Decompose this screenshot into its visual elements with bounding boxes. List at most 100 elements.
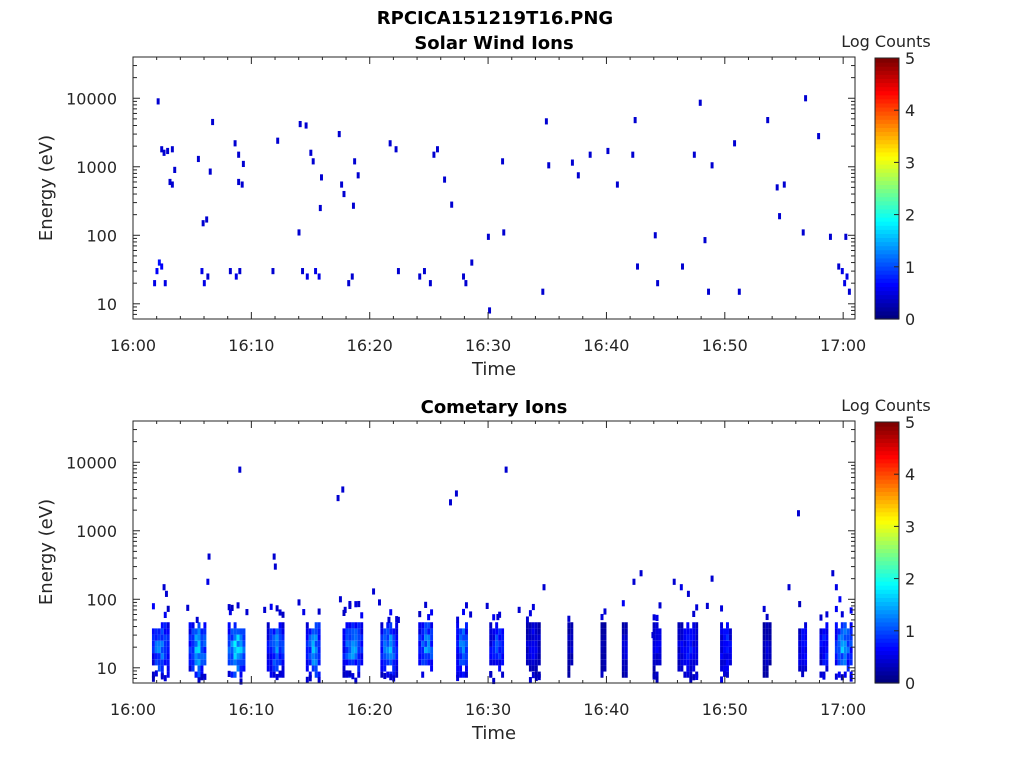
burst-cell: [600, 622, 604, 629]
y-tick-label: 1000: [76, 158, 117, 177]
burst-cell: [188, 665, 192, 672]
burst-cell: [360, 634, 364, 641]
colorbar-segment: [875, 499, 899, 505]
burst-cell: [342, 659, 346, 666]
colorbar-segment: [875, 487, 899, 492]
burst-cell: [380, 628, 384, 635]
data-cell: [837, 263, 841, 270]
burst-cell: [242, 653, 246, 660]
burst-cell: [525, 659, 529, 666]
burst-cell: [465, 634, 468, 641]
burst-cell: [392, 646, 396, 654]
burst-cell: [655, 628, 659, 635]
burst-cell: [389, 628, 393, 635]
burst-cell: [278, 646, 282, 654]
burst-cell: [534, 659, 538, 666]
data-cell: [504, 466, 508, 473]
burst-cell: [822, 628, 826, 635]
burst-cell: [459, 628, 463, 635]
colorbar-segment: [875, 172, 899, 177]
data-cell: [422, 268, 426, 275]
burst-cell: [430, 665, 434, 672]
data-cell: [470, 259, 474, 266]
data-cell: [703, 237, 707, 244]
burst-cell: [621, 640, 625, 647]
burst-cell: [354, 628, 358, 635]
data-cell: [502, 229, 506, 236]
burst-cell: [537, 653, 541, 660]
burst-cell: [837, 659, 841, 666]
burst-cell: [191, 628, 195, 635]
colorbar-segment: [875, 589, 899, 594]
burst-cell: [652, 646, 656, 654]
burst-cell: [492, 634, 496, 641]
burst-cell: [281, 670, 285, 677]
colorbar-segment: [875, 674, 899, 680]
burst-cell: [239, 659, 243, 666]
colorbar-segment: [875, 422, 899, 427]
x-tick-label: 17:00: [820, 336, 866, 355]
data-cell: [486, 233, 490, 240]
colorbar-segment: [875, 564, 899, 570]
burst-cell: [720, 676, 724, 683]
burst-cell: [600, 640, 604, 647]
burst-cell: [692, 634, 696, 641]
burst-cell: [236, 602, 240, 609]
data-cell: [632, 578, 636, 585]
burst-cell: [305, 659, 309, 666]
burst-cell: [227, 604, 231, 611]
x-tick-label: 16:00: [110, 700, 156, 719]
data-cell: [797, 510, 800, 517]
burst-cell: [239, 628, 243, 635]
data-cell: [496, 613, 500, 621]
burst-cell: [498, 665, 502, 672]
burst-cell: [677, 640, 681, 647]
burst-cell: [680, 640, 684, 647]
colorbar-segment: [875, 548, 899, 554]
burst-cell: [695, 634, 699, 641]
burst-cell: [819, 628, 823, 635]
burst-cell: [525, 646, 529, 654]
data-cell: [166, 147, 170, 155]
burst-cell: [655, 634, 659, 641]
burst-cell: [151, 640, 155, 647]
burst-cell: [655, 653, 659, 660]
burst-cell: [723, 628, 726, 635]
burst-cell: [383, 640, 387, 647]
burst-cell: [194, 640, 198, 647]
burst-cell: [725, 659, 729, 666]
burst-cell: [798, 634, 802, 641]
burst-cell: [652, 628, 656, 635]
data-cell: [273, 563, 277, 570]
burst-cell: [200, 659, 204, 666]
burst-cell: [725, 628, 729, 635]
burst-cell: [840, 640, 844, 647]
burst-cell: [768, 634, 772, 641]
burst-cell: [677, 628, 681, 635]
burst-cell: [825, 622, 829, 629]
burst-cell: [501, 640, 505, 647]
burst-cell: [537, 646, 541, 654]
burst-cell: [275, 640, 279, 647]
burst-cell: [386, 622, 390, 629]
burst-cell: [692, 640, 696, 647]
burst-cell: [624, 634, 628, 641]
burst-cell: [233, 646, 237, 654]
burst-cell: [305, 653, 309, 660]
burst-cell: [269, 646, 273, 654]
data-cell: [233, 140, 237, 147]
burst-cell: [389, 674, 393, 681]
burst-cell: [311, 659, 315, 666]
data-cell: [606, 147, 610, 155]
colorbar-segment: [875, 572, 899, 578]
burst-cell: [314, 640, 318, 647]
burst-cell: [427, 634, 431, 641]
burst-cell: [278, 659, 282, 666]
burst-cell: [621, 628, 625, 635]
colorbar-segment: [875, 282, 899, 287]
burst-cell: [798, 601, 802, 608]
colorbar-segment: [875, 536, 899, 541]
panel-cometary: 16:00 16:10 16:20 16:30 16:40 16:50 17:0010100…: [36, 396, 931, 744]
data-cell: [206, 273, 210, 280]
burst-cell: [348, 659, 352, 666]
